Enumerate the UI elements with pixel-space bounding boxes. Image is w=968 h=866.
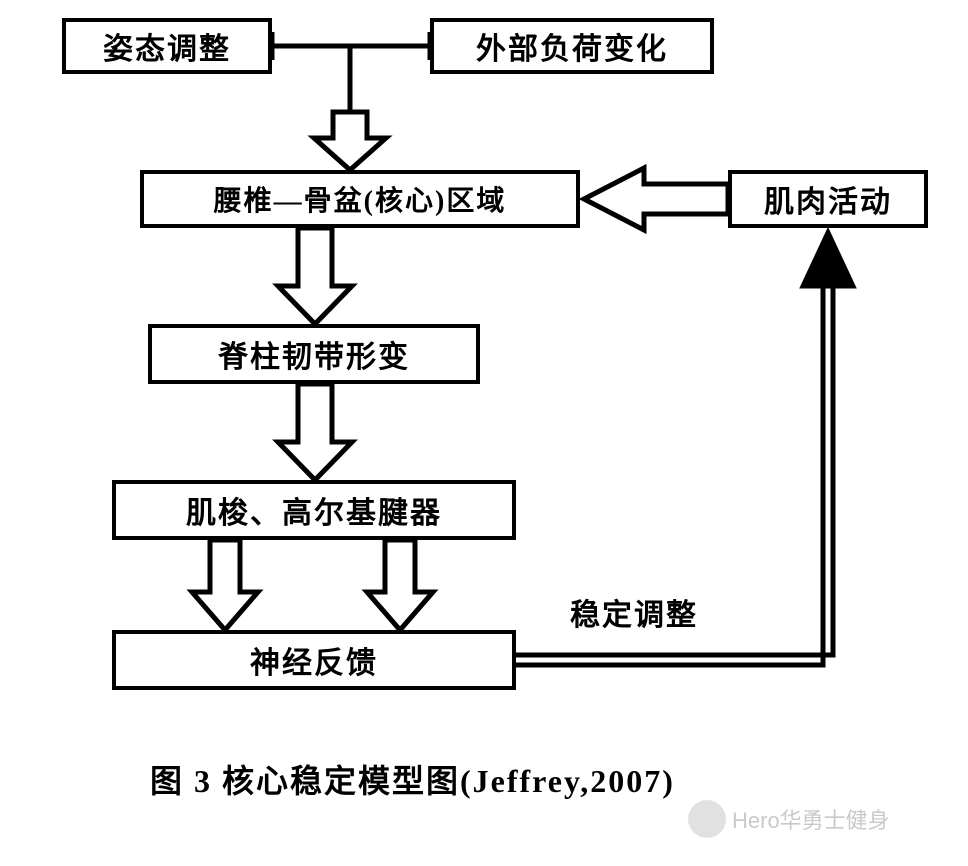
node-label: 肌梭、高尔基腱器 [186, 488, 442, 532]
figure-caption: 图 3 核心稳定模型图(Jeffrey,2007) [150, 756, 675, 802]
connectors [0, 0, 968, 866]
watermark: Hero华勇士健身 [688, 800, 890, 838]
node-external-load: 外部负荷变化 [430, 18, 714, 74]
arrow-sg-to-nf-left [192, 540, 258, 630]
arrow-core-to-ligament [278, 228, 352, 324]
node-label: 神经反馈 [250, 638, 378, 682]
arrow-top-merge [272, 32, 430, 170]
arrow-ligament-to-spindle [278, 384, 352, 480]
node-label: 腰椎—骨盆(核心)区域 [214, 179, 507, 219]
watermark-logo-icon [688, 800, 726, 838]
arrow-muscle-to-core [584, 168, 728, 230]
node-ligament-deform: 脊柱韧带形变 [148, 324, 480, 384]
edge-label-stability: 稳定调整 [570, 590, 698, 634]
node-spindle-golgi: 肌梭、高尔基腱器 [112, 480, 516, 540]
node-core-region: 腰椎—骨盆(核心)区域 [140, 170, 580, 228]
node-label: 外部负荷变化 [476, 24, 668, 68]
watermark-text: Hero华勇士健身 [732, 803, 890, 835]
node-muscle-activity: 肌肉活动 [728, 170, 928, 228]
node-posture-adjust: 姿态调整 [62, 18, 272, 74]
node-label: 脊柱韧带形变 [218, 332, 410, 376]
node-label: 肌肉活动 [764, 177, 892, 221]
arrow-sg-to-nf-right [367, 540, 433, 630]
node-label: 姿态调整 [103, 24, 231, 68]
arrow-feedback-head [800, 228, 856, 288]
node-neural-feedback: 神经反馈 [112, 630, 516, 690]
